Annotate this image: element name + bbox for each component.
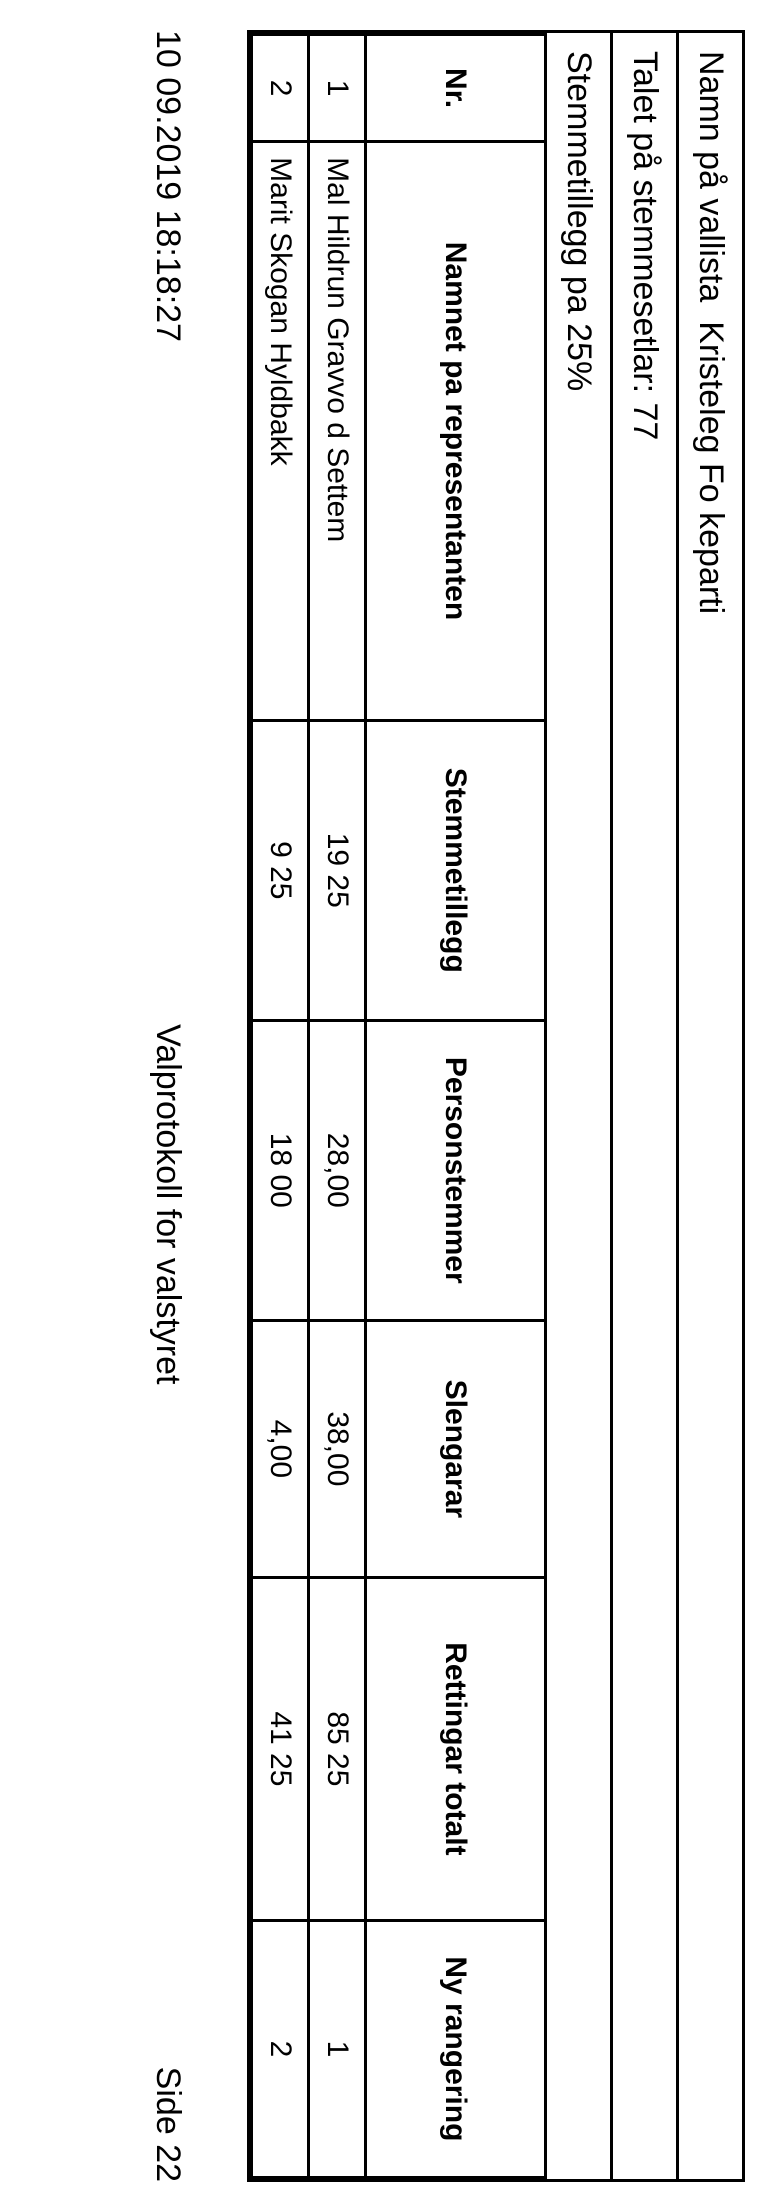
- col-header-stemmetillegg: Stemmetillegg: [366, 720, 546, 1020]
- col-header-ny-rangering: Ny rangering: [366, 1920, 546, 2177]
- cell-slengarar: 4,00: [252, 1320, 309, 1577]
- cell-rettingar: 41 25: [252, 1577, 309, 1920]
- cell-stemmetillegg: 9 25: [252, 720, 309, 1020]
- party-name-row: Namn på vallista Kristeleg Fo keparti: [676, 33, 742, 2179]
- col-header-nr: Nr.: [366, 35, 546, 142]
- page: Namn på vallista Kristeleg Fo keparti Ta…: [0, 0, 765, 2212]
- footer-timestamp: 10 09.2019 18:18:27: [148, 30, 187, 342]
- ballot-count-row: Talet på stemmesetlar: 77: [610, 33, 676, 2179]
- stemmetillegg-row: Stemmetillegg pa 25%: [547, 33, 610, 2179]
- party-line-label: Namn på vallista: [692, 51, 730, 302]
- footer-title: Valprotokoll for valstyret: [148, 1024, 187, 1384]
- cell-stemmetillegg: 19 25: [309, 720, 366, 1020]
- footer-page-number: Side 22: [148, 2067, 187, 2182]
- cell-ny-rangering: 1: [309, 1920, 366, 2177]
- col-header-name: Namnet pa representanten: [366, 142, 546, 721]
- page-footer: 10 09.2019 18:18:27 Valprotokoll for val…: [148, 30, 187, 2182]
- cell-personstemmer: 18 00: [252, 1020, 309, 1320]
- stemmetillegg-text: Stemmetillegg pa 25%: [560, 51, 598, 391]
- cell-rettingar: 85 25: [309, 1577, 366, 1920]
- table-row: 1 Mal Hildrun Gravvo d Settem 19 25 28,0…: [309, 35, 366, 2178]
- cell-name: Mal Hildrun Gravvo d Settem: [309, 142, 366, 721]
- cell-slengarar: 38,00: [309, 1320, 366, 1577]
- ballot-count-text: Talet på stemmesetlar: 77: [626, 51, 664, 440]
- party-name: Kristeleg Fo keparti: [692, 321, 730, 614]
- col-header-slengarar: Slengarar: [366, 1320, 546, 1577]
- cell-name: Marit Skogan Hyldbakk: [252, 142, 309, 721]
- results-table: Nr. Namnet pa representanten Stemmetille…: [250, 33, 547, 2179]
- cell-personstemmer: 28,00: [309, 1020, 366, 1320]
- cell-ny-rangering: 2: [252, 1920, 309, 2177]
- document-frame: Namn på vallista Kristeleg Fo keparti Ta…: [247, 30, 745, 2182]
- table-body: 1 Mal Hildrun Gravvo d Settem 19 25 28,0…: [252, 35, 366, 2178]
- col-header-rettingar: Rettingar totalt: [366, 1577, 546, 1920]
- table-row: 2 Marit Skogan Hyldbakk 9 25 18 00 4,00 …: [252, 35, 309, 2178]
- cell-nr: 2: [252, 35, 309, 142]
- cell-nr: 1: [309, 35, 366, 142]
- table-header-row: Nr. Namnet pa representanten Stemmetille…: [366, 35, 546, 2178]
- col-header-personstemmer: Personstemmer: [366, 1020, 546, 1320]
